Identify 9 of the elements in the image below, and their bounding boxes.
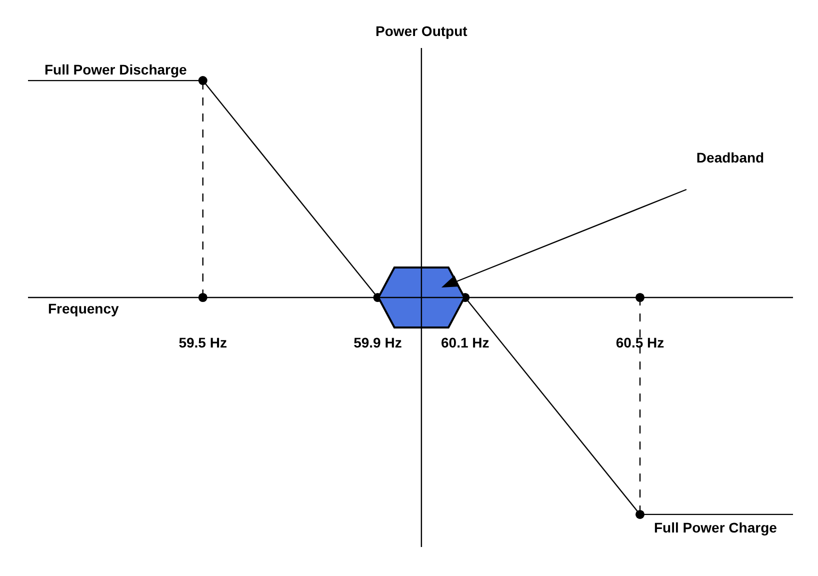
annotation: Deadband	[696, 150, 764, 166]
x-tick-label: 60.5 Hz	[616, 334, 664, 350]
x-tick-label: 59.5 Hz	[178, 334, 227, 350]
x-tick-label: 60.1 Hz	[441, 334, 490, 350]
x-tick-label: 59.9 Hz	[354, 334, 402, 350]
annotation: Full Power Discharge	[44, 62, 188, 78]
y-axis-title: Power Output	[376, 23, 468, 39]
annotation: Full Power Charge	[654, 519, 778, 536]
x-axis-title: Frequency	[48, 300, 120, 316]
